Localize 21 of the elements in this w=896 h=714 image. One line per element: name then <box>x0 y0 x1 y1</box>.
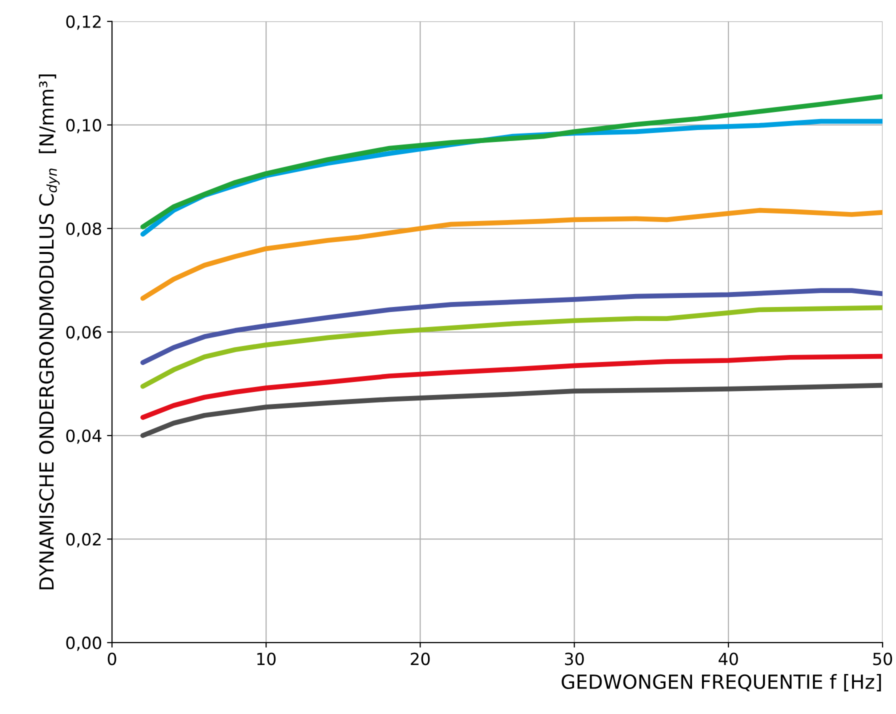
line-series <box>140 94 883 230</box>
y-tick-label: 0,02 <box>66 533 101 548</box>
y-tick-label: 0,04 <box>66 430 102 444</box>
x-tick-label: 10 <box>257 652 276 666</box>
y-tick-label: 0,06 <box>66 326 102 340</box>
y-tick-label: 0,08 <box>66 222 102 237</box>
line-series <box>140 305 883 389</box>
x-tick-label: 40 <box>718 652 738 666</box>
line-series <box>140 382 883 438</box>
y-axis-title: DYNAMISCHE ONDERGRONDMODULUS C$_{dyn}$ [N/mm³] <box>38 74 60 590</box>
x-tick-label: 0 <box>108 652 116 666</box>
y-tick-label: 0,10 <box>66 118 102 134</box>
x-tick-label: 20 <box>410 652 430 666</box>
y-tick-label: 0,12 <box>66 15 101 30</box>
x-tick-label: 50 <box>873 652 892 666</box>
x-tick-label: 30 <box>565 652 584 666</box>
y-tick-label: 0,00 <box>66 636 102 651</box>
line-series <box>140 208 883 301</box>
line-series <box>140 288 883 365</box>
x-axis-title: GEDWONGEN FREQUENTIE f [Hz] <box>562 674 881 692</box>
line-series <box>140 354 883 420</box>
